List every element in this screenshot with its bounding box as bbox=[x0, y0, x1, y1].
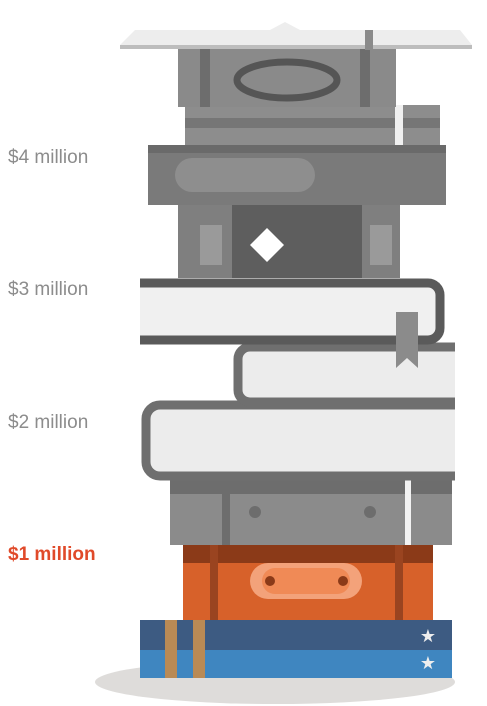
highlighted-amount-label: $1 million bbox=[8, 544, 96, 565]
amount-label: $2 million bbox=[8, 412, 88, 433]
svg-text:★: ★ bbox=[420, 626, 436, 646]
labels: $4 million $3 million $2 million $1 mill… bbox=[8, 147, 96, 565]
amount-label: $3 million bbox=[8, 279, 88, 300]
amount-label: $4 million bbox=[8, 147, 88, 168]
svg-text:★: ★ bbox=[420, 653, 436, 673]
books: ★ ★ bbox=[95, 22, 472, 704]
